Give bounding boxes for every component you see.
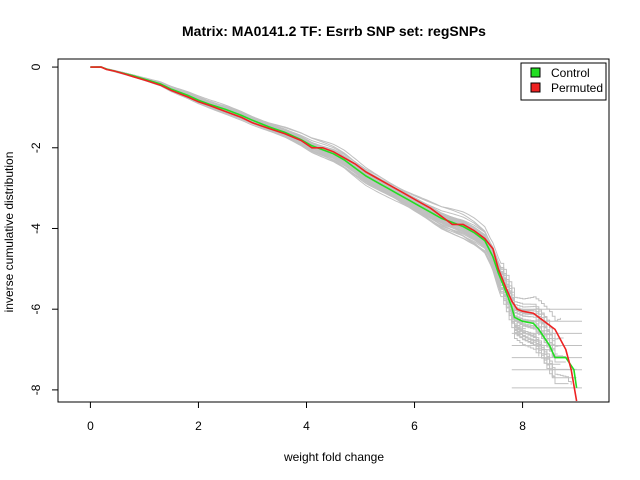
permutation-line	[90, 66, 534, 344]
x-tick-label: 6	[411, 419, 418, 433]
y-tick-label: 0	[29, 63, 43, 70]
permutation-line	[90, 66, 553, 371]
permutation-line	[90, 66, 515, 315]
permutation-line	[90, 66, 521, 312]
y-tick-label: -4	[29, 223, 43, 234]
legend-box	[520, 62, 607, 101]
x-tick-label: 0	[87, 419, 94, 433]
series-line-control	[90, 66, 578, 389]
permutation-line	[90, 66, 534, 312]
permutation-line	[90, 66, 572, 385]
permutation-line	[90, 66, 566, 363]
permutation-line	[90, 66, 524, 322]
legend-swatch-control	[530, 67, 541, 78]
permutation-line	[90, 66, 551, 324]
permutation-line	[90, 66, 518, 320]
legend-swatch-permuted	[530, 82, 541, 93]
legend: Control Permuted	[520, 62, 607, 101]
y-tick-label: -2	[29, 142, 43, 153]
y-axis-label: inverse cumulative distribution	[2, 152, 16, 313]
permutation-line	[90, 66, 537, 340]
permutation-line	[90, 66, 564, 357]
permutation-line	[90, 66, 548, 321]
permutation-line	[90, 66, 548, 328]
permutation-line	[90, 66, 569, 385]
permutation-line	[90, 66, 556, 362]
permutation-line	[90, 66, 561, 322]
permutation-line	[90, 66, 556, 351]
series-lines	[90, 66, 578, 402]
x-axis-label: weight fold change	[283, 450, 384, 464]
permutation-line	[90, 66, 558, 355]
legend-label-permuted: Permuted	[551, 81, 603, 95]
permutation-line	[90, 66, 510, 304]
permutation-line	[90, 66, 540, 336]
permutation-line	[90, 66, 510, 297]
x-tick-label: 4	[303, 419, 310, 433]
chart-title: Matrix: MA0141.2 TF: Esrrb SNP set: regS…	[182, 23, 486, 39]
permutation-line	[90, 66, 566, 357]
permutation-line	[90, 66, 577, 379]
permutation-line	[90, 66, 540, 357]
permutation-line	[90, 66, 510, 287]
permutation-line	[90, 66, 561, 340]
permutation-line	[90, 66, 577, 370]
permutation-line	[90, 66, 553, 341]
x-tick-label: 2	[195, 419, 202, 433]
y-tick-label: -8	[29, 384, 43, 395]
permutation-line	[90, 66, 564, 347]
permutation-line	[90, 66, 532, 314]
permutation-background-lines	[90, 66, 582, 389]
x-axis: 0 2 4 6 8	[87, 401, 526, 433]
permutation-line	[90, 66, 526, 330]
x-tick-label: 8	[519, 419, 526, 433]
permutation-line	[90, 66, 526, 333]
permutation-line	[90, 66, 556, 345]
permutation-line	[90, 66, 561, 365]
permutation-line	[90, 66, 551, 359]
permutation-line	[90, 66, 555, 351]
y-tick-label: -6	[29, 304, 43, 315]
permutation-line	[90, 66, 564, 340]
permutation-line	[90, 66, 556, 383]
series-line-permuted	[90, 66, 578, 402]
y-axis: 0 -2 -4 -6 -8	[29, 63, 59, 395]
legend-label-control: Control	[551, 66, 590, 80]
permutation-line	[90, 66, 532, 318]
plot-frame	[57, 58, 610, 403]
